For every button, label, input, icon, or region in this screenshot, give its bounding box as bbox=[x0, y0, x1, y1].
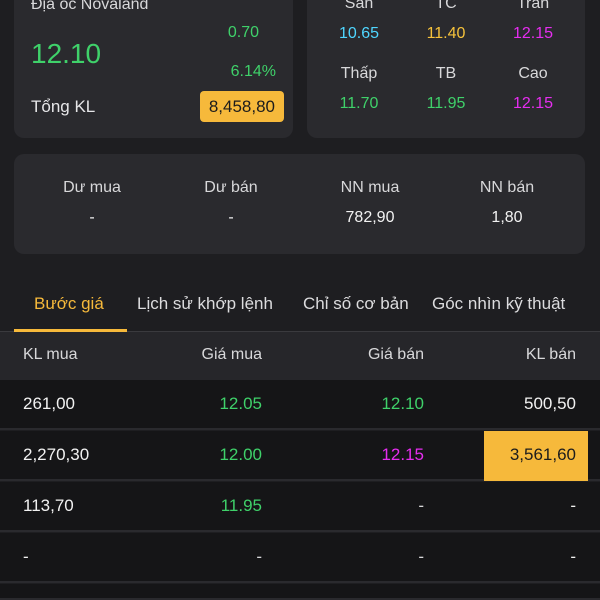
tab-price-steps[interactable]: Bước giá bbox=[34, 294, 104, 313]
table-row: 2,270,30 12.00 12.15 3,561,60 bbox=[0, 431, 600, 481]
header-bid-volume: KL mua bbox=[23, 346, 78, 363]
bid-volume: - bbox=[23, 547, 29, 566]
ask-volume: - bbox=[570, 547, 576, 566]
table-row bbox=[0, 584, 600, 600]
ask-price: - bbox=[418, 547, 424, 566]
foreign-buy: NN mua 782,90 bbox=[300, 179, 440, 227]
header-ask-volume: KL bán bbox=[525, 346, 576, 363]
reference-value: 11.40 bbox=[426, 25, 466, 42]
table-row: 113,70 11.95 - - bbox=[0, 482, 600, 532]
ceiling-label: Trần bbox=[516, 0, 550, 12]
bid-surplus: Dư mua - bbox=[22, 179, 162, 227]
bid-surplus-value: - bbox=[89, 209, 95, 226]
foreign-buy-label: NN mua bbox=[340, 179, 400, 196]
floor-value: 10.65 bbox=[338, 25, 380, 42]
active-tab-indicator bbox=[14, 329, 127, 332]
last-price: 12.10 bbox=[31, 38, 102, 69]
ask-volume: 500,50 bbox=[524, 394, 576, 413]
low-label: Thấp bbox=[340, 65, 378, 82]
table-row: 261,00 12.05 12.10 500,50 bbox=[0, 380, 600, 430]
foreign-sell: NN bán 1,80 bbox=[437, 179, 577, 227]
price-change-percent: 6.14% bbox=[230, 63, 276, 80]
bid-price: 12.05 bbox=[219, 394, 262, 413]
tab-technical-view[interactable]: Góc nhìn kỹ thuật bbox=[432, 294, 566, 313]
reference-label: TC bbox=[435, 0, 457, 12]
order-flow-card: Dư mua - Dư bán - NN mua 782,90 NN bán 1… bbox=[14, 154, 585, 254]
header-bid-price: Giá mua bbox=[201, 346, 262, 363]
order-book-header: KL mua Giá mua Giá bán KL bán bbox=[0, 332, 600, 380]
ceiling-value: 12.15 bbox=[512, 25, 554, 42]
ask-surplus-label: Dư bán bbox=[204, 179, 258, 196]
ceiling-price: Trần 12.15 bbox=[488, 0, 578, 43]
reference-price: TC 11.40 bbox=[401, 0, 491, 43]
detail-tabs: Bước giá Lịch sử khớp lệnh Chỉ số cơ bản… bbox=[0, 280, 600, 332]
average-value: 11.95 bbox=[426, 95, 466, 112]
average-price: TB 11.95 bbox=[401, 65, 491, 113]
reference-prices-card: Sàn 10.65 TC 11.40 Trần 12.15 Thấp 11.70… bbox=[307, 0, 585, 138]
bid-volume: 261,00 bbox=[23, 394, 75, 413]
foreign-buy-value: 782,90 bbox=[345, 209, 395, 226]
tab-match-history[interactable]: Lịch sử khớp lệnh bbox=[137, 294, 273, 313]
foreign-sell-value: 1,80 bbox=[491, 209, 523, 226]
header-ask-price: Giá bán bbox=[367, 346, 424, 363]
high-value: 12.15 bbox=[512, 95, 554, 112]
price-change: 0.70 bbox=[227, 24, 259, 41]
floor-price: Sàn 10.65 bbox=[314, 0, 404, 43]
foreign-sell-label: NN bán bbox=[479, 179, 535, 196]
total-volume-label: Tổng KL bbox=[31, 97, 96, 116]
tab-fundamentals[interactable]: Chỉ số cơ bản bbox=[303, 294, 409, 313]
bid-price: - bbox=[256, 547, 262, 566]
average-label: TB bbox=[435, 65, 457, 82]
high-price: Cao 12.15 bbox=[488, 65, 578, 113]
high-label: Cao bbox=[518, 65, 548, 82]
low-price: Thấp 11.70 bbox=[314, 65, 404, 113]
ask-price: 12.15 bbox=[381, 445, 424, 464]
bid-price: 12.00 bbox=[219, 445, 262, 464]
table-row: - - - - bbox=[0, 533, 600, 583]
ask-surplus-value: - bbox=[228, 209, 234, 226]
ask-price: - bbox=[418, 496, 424, 515]
ask-volume: - bbox=[570, 496, 576, 515]
ask-surplus: Dư bán - bbox=[161, 179, 301, 227]
floor-label: Sàn bbox=[344, 0, 374, 12]
company-name: Địa ốc Novaland bbox=[31, 0, 149, 13]
bid-price: 11.95 bbox=[220, 496, 262, 515]
volume-highlight bbox=[484, 431, 588, 481]
bid-volume: 2,270,30 bbox=[23, 445, 90, 464]
total-volume-badge: 8,458,80 bbox=[199, 91, 284, 122]
price-card: Địa ốc Novaland 12.10 0.70 6.14% Tổng KL… bbox=[14, 0, 293, 138]
low-value: 11.70 bbox=[339, 95, 379, 112]
ask-volume: 3,561,60 bbox=[509, 445, 576, 464]
ask-price: 12.10 bbox=[381, 394, 424, 413]
bid-surplus-label: Dư mua bbox=[63, 179, 121, 196]
bid-volume: 113,70 bbox=[23, 496, 74, 515]
